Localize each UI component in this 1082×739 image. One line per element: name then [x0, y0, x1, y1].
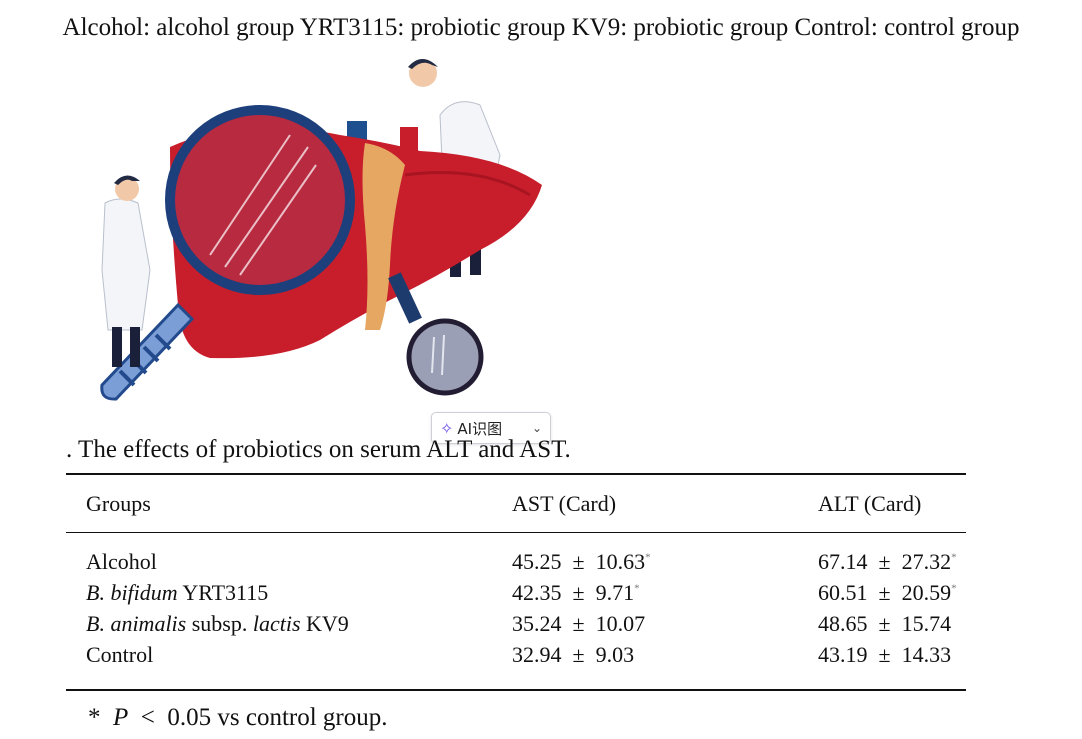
- header-groups: Groups: [86, 491, 151, 516]
- ast-mean: 35.24: [512, 610, 562, 636]
- ast-mean: 42.35: [512, 579, 562, 605]
- strain-text: YRT3115: [177, 579, 269, 605]
- strain-text: subsp.: [186, 610, 253, 636]
- significance-mark: *: [645, 551, 651, 564]
- ast-sd: 10.07: [595, 610, 646, 636]
- plus-minus: ±: [878, 610, 891, 636]
- genus-species: B. animalis: [86, 610, 187, 636]
- liver-illustration: [100, 59, 542, 401]
- ast-cell: 35.24 ± 10.07: [492, 608, 798, 639]
- ast-cell: 45.25 ± 10.63*: [492, 546, 798, 577]
- ast-cell: 42.35 ± 9.71*: [492, 577, 798, 608]
- alt-mean: 67.14: [818, 548, 868, 574]
- footnote-text: vs control group.: [217, 704, 388, 731]
- plus-minus: ±: [572, 610, 585, 636]
- alt-mean: 43.19: [818, 641, 868, 667]
- alt-sd: 20.59: [901, 579, 952, 605]
- small-magnifier: [388, 272, 484, 396]
- alt-sd: 27.32: [901, 548, 952, 574]
- significance-mark: *: [634, 582, 640, 595]
- ast-mean: 32.94: [512, 641, 562, 667]
- group-cell: Control: [66, 639, 492, 670]
- sparkle-icon: ✧: [440, 418, 454, 438]
- alt-cell: 60.51 ± 20.59*: [798, 577, 966, 608]
- group-text: Control: [86, 641, 154, 667]
- figure-legend: Alcohol: alcohol group YRT3115: probioti…: [62, 14, 1020, 41]
- ast-sd: 10.63: [595, 548, 646, 574]
- alt-mean: 48.65: [818, 610, 868, 636]
- table-row: Alcohol 45.25 ± 10.63* 67.14 ± 27.32*: [66, 546, 966, 577]
- table-row: B. animalis subsp. lactis KV9 35.24 ± 10.…: [66, 608, 966, 639]
- plus-minus: ±: [572, 548, 585, 574]
- significance-mark: *: [951, 582, 957, 595]
- plus-minus: ±: [878, 579, 891, 605]
- ast-mean: 45.25: [512, 548, 562, 574]
- alt-sd: 14.33: [901, 641, 952, 667]
- group-cell: B. animalis subsp. lactis KV9: [66, 608, 492, 639]
- ast-cell: 32.94 ± 9.03: [492, 639, 798, 670]
- plus-minus: ±: [878, 548, 891, 574]
- genus-species: B. bifidum: [86, 579, 178, 605]
- footnote-value: 0.05: [167, 704, 212, 731]
- alt-mean: 60.51: [818, 579, 868, 605]
- group-cell: B. bifidum YRT3115: [66, 577, 492, 608]
- footnote-lt: <: [140, 704, 155, 731]
- big-magnifier: [100, 105, 355, 401]
- table-top-rule: [66, 473, 966, 475]
- ast-sd: 9.71: [595, 579, 635, 605]
- ast-sd: 9.03: [595, 641, 635, 667]
- strain-code: KV9: [300, 610, 349, 636]
- significance-mark: *: [951, 551, 957, 564]
- results-table: Groups AST (Card) ALT (Card) Alcohol 45.2…: [66, 485, 966, 670]
- table-header-rule: [66, 532, 966, 533]
- ai-chip-label: AI识图: [457, 419, 503, 438]
- plus-minus: ±: [572, 579, 585, 605]
- subspecies: lactis: [252, 610, 301, 636]
- table-bottom-rule: [66, 689, 966, 691]
- plus-minus: ±: [572, 641, 585, 667]
- alt-cell: 43.19 ± 14.33: [798, 639, 966, 670]
- group-text: Alcohol: [86, 548, 157, 574]
- table-caption: . The effects of probiotics on serum ALT…: [66, 436, 571, 463]
- header-ast: AST (Card): [512, 491, 617, 516]
- ai-image-recognition-button[interactable]: ✧ AI识图 ⌄: [431, 412, 551, 444]
- table-row: B. bifidum YRT3115 42.35 ± 9.71* 60.51 ± 2…: [66, 577, 966, 608]
- doctor-left: [101, 175, 151, 367]
- footnote-p: P: [113, 704, 129, 731]
- alt-cell: 48.65 ± 15.74: [798, 608, 966, 639]
- footnote-star: *: [88, 704, 101, 731]
- group-cell: Alcohol: [66, 546, 492, 577]
- plus-minus: ±: [878, 641, 891, 667]
- table-row: Control 32.94 ± 9.03 43.19 ± 14.33: [66, 639, 966, 670]
- alt-cell: 67.14 ± 27.32*: [798, 546, 966, 577]
- chevron-down-icon[interactable]: ⌄: [531, 421, 542, 435]
- footnote: * P < 0.05 vs control group.: [88, 704, 388, 732]
- alt-sd: 15.74: [901, 610, 952, 636]
- header-alt: ALT (Card): [818, 491, 922, 516]
